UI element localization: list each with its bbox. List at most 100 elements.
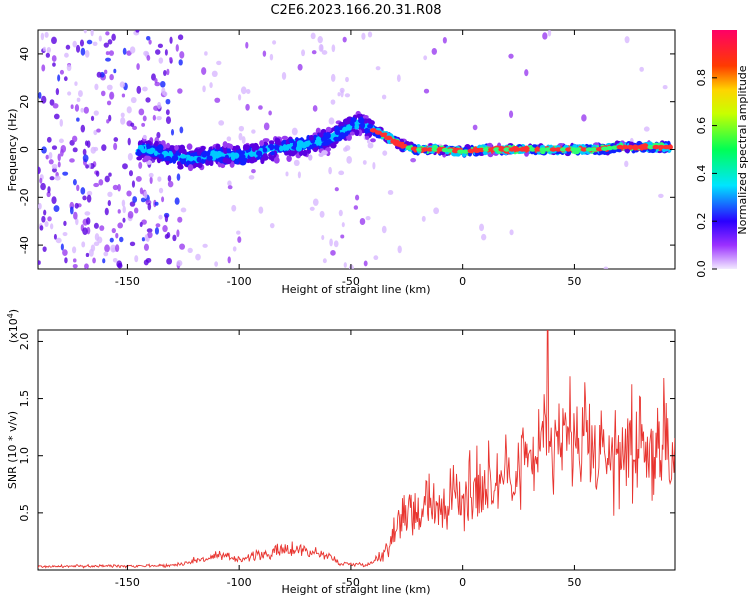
spectrogram-ridge-point <box>196 149 202 156</box>
spectrogram-noise-point <box>40 32 45 41</box>
spectrogram-ridge-point <box>273 144 280 151</box>
spectrogram-ridge-point <box>362 114 369 120</box>
spectrogram-noise-point <box>44 221 49 227</box>
spectrogram-ridge-point <box>242 144 248 151</box>
spectrogram-noise-point <box>38 166 41 175</box>
spectrogram-ridge-point <box>318 132 324 138</box>
spectrogram-ridge-point <box>261 156 267 161</box>
spectrogram-noise-point <box>179 243 186 250</box>
spectrogram-noise-point <box>337 92 341 97</box>
spectrogram-noise-point <box>76 117 80 122</box>
spectrogram-noise-point <box>297 171 301 179</box>
spectrogram-peak-point <box>472 148 480 153</box>
spectrogram-noise-point <box>344 93 351 98</box>
spectrogram-ridge-point <box>178 148 184 154</box>
spectrogram-peak-point <box>575 147 583 152</box>
spectrogram-noise-point <box>319 210 325 218</box>
y-tick-label: 40 <box>18 47 31 61</box>
spectrogram-noise-point <box>165 98 171 105</box>
spectrogram-noise-point <box>146 35 151 41</box>
spectrogram-noise-point <box>48 159 54 165</box>
spectrogram-noise-point <box>157 101 162 110</box>
spectrogram-noise-point <box>109 91 115 100</box>
spectrogram-noise-point <box>238 125 245 132</box>
spectrogram-noise-point <box>263 122 270 131</box>
spectrogram-noise-point <box>82 195 87 201</box>
spectrogram-noise-point <box>146 228 153 233</box>
spectrogram-peak-point <box>446 148 454 153</box>
spectrogram-ridge-point <box>177 163 183 169</box>
spectrogram-noise-point <box>72 179 77 186</box>
spectrogram-noise-point <box>100 90 106 97</box>
spectrogram-noise-point <box>524 69 529 77</box>
snr-x-ticks: -150 -100 -50 0 50 <box>115 330 581 589</box>
spectrogram-noise-point <box>49 99 55 106</box>
spectrogram-noise-point <box>84 263 89 269</box>
spectrogram-noise-point <box>238 94 242 101</box>
spectrogram-noise-point <box>147 231 153 239</box>
spectrogram-noise-point <box>330 99 336 105</box>
spectrogram-ridge-point <box>226 148 232 154</box>
spectrogram-noise-point <box>84 50 90 58</box>
spectrogram-noise-point <box>74 81 78 87</box>
spectrogram-ridge-point <box>288 138 295 144</box>
spectrogram-ridge-point <box>234 145 241 150</box>
spectrogram-ridge-point <box>329 142 337 149</box>
spectrogram-noise-point <box>39 177 43 184</box>
spectrogram-ridge-point <box>205 160 210 166</box>
spectrogram-noise-point <box>142 86 148 92</box>
spectrogram-peak-point <box>498 147 506 152</box>
spectrogram-ridge-point <box>358 117 365 124</box>
spectrogram-noise-point <box>131 180 136 188</box>
spectrogram-noise-point <box>258 105 263 110</box>
spectrogram-noise-point <box>144 234 149 242</box>
colorbar-tick-label: 0.8 <box>695 69 708 87</box>
spectrogram-y-label: Frequency (Hz) <box>6 109 19 192</box>
spectrogram-noise-point <box>107 39 113 45</box>
x-tick-label: -150 <box>115 275 140 288</box>
spectrogram-noise-point <box>149 176 153 184</box>
spectrogram-noise-point <box>105 57 111 62</box>
spectrogram-noise-point <box>366 138 370 144</box>
spectrogram-noise-point <box>227 180 232 187</box>
spectrogram-noise-point <box>319 44 324 52</box>
spectrogram-noise-point <box>285 171 289 177</box>
spectrogram-noise-point <box>216 60 222 66</box>
spectrogram-noise-point <box>152 114 156 121</box>
spectrogram-noise-point <box>55 88 60 96</box>
spectrogram-peak-point <box>374 130 382 135</box>
spectrogram-ridge-point <box>259 140 265 147</box>
spectrogram-noise-point <box>367 142 374 149</box>
y-tick-label: -20 <box>18 188 31 206</box>
spectrogram-noise-point <box>195 253 201 261</box>
spectrogram-noise-point <box>363 260 368 267</box>
spectrogram-noise-point <box>80 107 84 113</box>
x-tick-label: 50 <box>567 275 581 288</box>
colorbar-ticks: 0.0 0.2 0.4 0.6 0.8 <box>695 69 717 278</box>
spectrogram-peak-point <box>626 144 634 150</box>
spectrogram-noise-point <box>115 232 119 239</box>
spectrogram-ridge-point <box>197 162 203 169</box>
spectrogram-peak-point <box>416 147 424 152</box>
spectrogram-noise-point <box>146 55 151 61</box>
spectrogram-noise-point <box>109 237 114 243</box>
spectrogram-noise-point <box>76 97 81 103</box>
spectrogram-noise-point <box>108 50 115 56</box>
spectrogram-ridge-point <box>136 156 143 161</box>
x-tick-label: -100 <box>227 576 252 589</box>
spectrogram-noise-point <box>362 160 367 165</box>
spectrogram-noise-point <box>227 256 231 264</box>
spectrogram-noise-point <box>112 257 118 263</box>
spectrogram-noise-point <box>423 88 430 94</box>
spectrogram-noise-point <box>127 211 134 219</box>
spectrogram-peak-point <box>554 147 562 152</box>
spectrogram-peak-point <box>606 145 614 151</box>
spectrogram-ridge-point <box>334 125 341 132</box>
spectrogram-noise-point <box>72 40 77 48</box>
spectrogram-ridge-point <box>153 141 159 147</box>
spectrogram-noise-point <box>63 76 68 82</box>
spectrogram-noise-point <box>38 260 41 265</box>
spectrogram-noise-point <box>57 153 61 162</box>
spectrogram-noise-point <box>157 43 163 49</box>
spectrogram-noise-point <box>55 237 62 244</box>
